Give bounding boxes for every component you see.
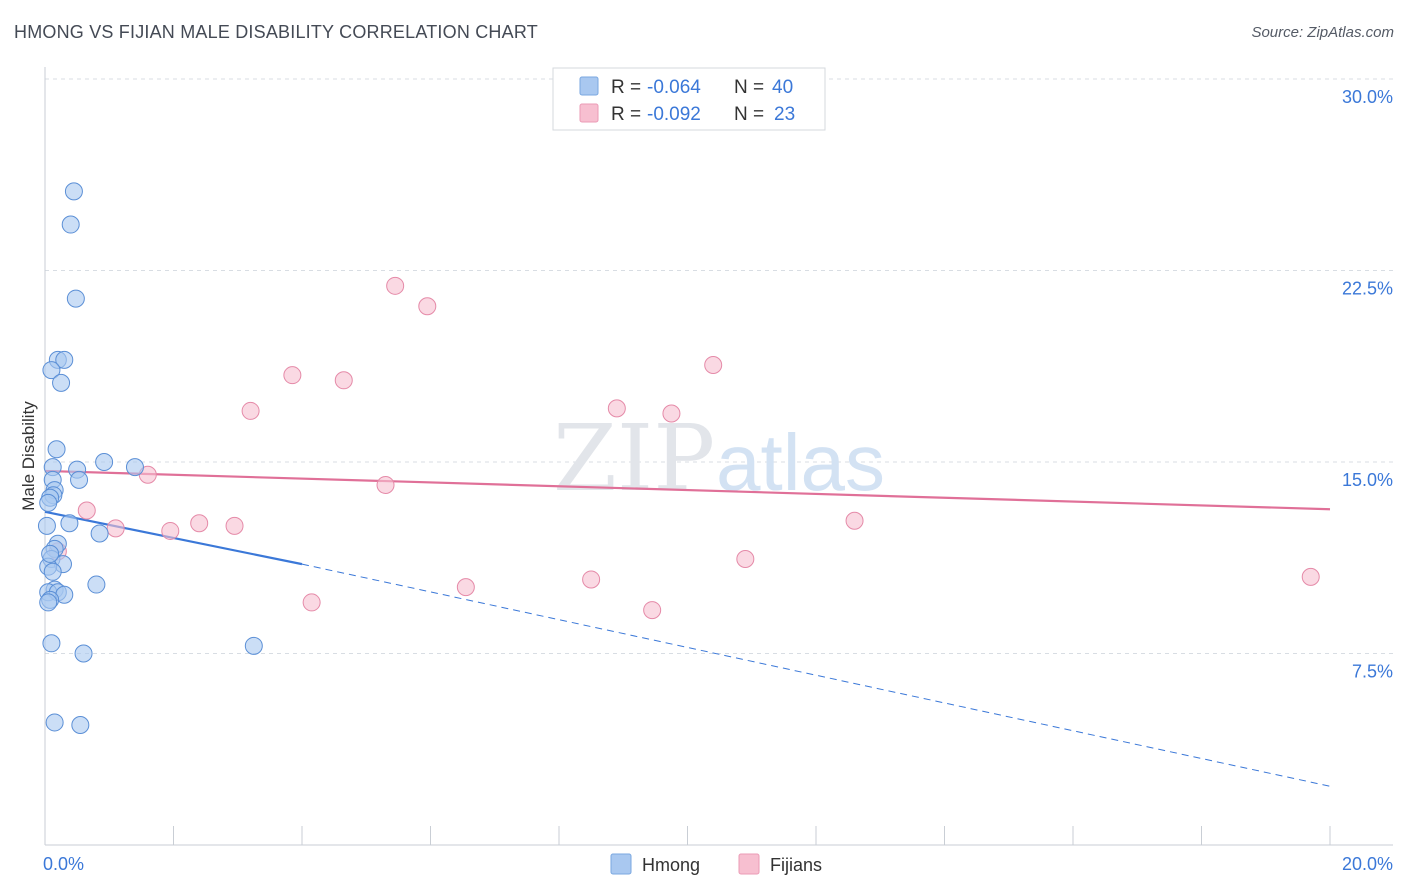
- chart-title: HMONG VS FIJIAN MALE DISABILITY CORRELAT…: [14, 22, 538, 42]
- x-tick-label: 0.0%: [43, 854, 84, 874]
- legend-n-label-hmong: N =: [734, 77, 764, 98]
- data-point-fijians: [376, 475, 395, 494]
- data-point-hmong: [45, 713, 64, 732]
- data-point-hmong: [60, 514, 79, 533]
- data-point-hmong: [42, 634, 61, 653]
- legend-n-value-fijians: 23: [774, 104, 795, 125]
- data-point-fijians: [582, 570, 601, 589]
- data-point-fijians: [190, 514, 209, 533]
- legend-stats: R = -0.064 N = 40 R = -0.092 N = 23: [552, 67, 826, 131]
- legend-bottom-label-hmong: Hmong: [642, 855, 700, 875]
- data-point-hmong: [43, 562, 62, 581]
- data-point-fijians: [736, 550, 755, 569]
- legend-series: Hmong Fijians: [610, 853, 822, 875]
- y-axis-label: Male Disability: [19, 401, 38, 511]
- data-point-fijians: [225, 516, 244, 535]
- data-point-fijians: [386, 276, 405, 295]
- y-tick-label: 22.5%: [1342, 279, 1393, 299]
- data-point-fijians: [662, 404, 681, 423]
- legend-bottom-swatch-fijians: [738, 853, 760, 875]
- data-point-fijians: [302, 593, 321, 612]
- data-point-fijians: [456, 578, 475, 597]
- data-point-fijians: [607, 399, 626, 418]
- data-point-hmong: [244, 636, 263, 655]
- trend-line-fijians: [44, 469, 1331, 511]
- data-point-hmong: [55, 350, 74, 369]
- data-point-hmong: [71, 715, 90, 734]
- watermark: ZIP atlas: [553, 405, 885, 512]
- data-point-hmong: [70, 470, 89, 489]
- watermark-zip: ZIP: [553, 405, 715, 512]
- data-point-fijians: [241, 401, 260, 420]
- data-point-fijians: [77, 501, 96, 520]
- legend-bottom-label-fijians: Fijians: [770, 855, 822, 875]
- data-point-fijians: [106, 519, 125, 538]
- legend-r-label-hmong: R =: [611, 77, 641, 98]
- data-point-hmong: [64, 182, 83, 201]
- data-point-fijians: [334, 371, 353, 390]
- y-tick-label: 7.5%: [1352, 662, 1393, 682]
- data-point-hmong: [125, 458, 144, 477]
- data-point-hmong: [39, 593, 58, 612]
- data-point-hmong: [87, 575, 106, 594]
- legend-n-label-fijians: N =: [734, 104, 764, 125]
- axes: [44, 67, 1393, 846]
- data-point-hmong: [66, 289, 85, 308]
- data-point-fijians: [418, 297, 437, 316]
- data-point-fijians: [283, 366, 302, 385]
- legend-r-value-hmong: -0.064: [647, 77, 701, 98]
- legend-r-value-fijians: -0.092: [647, 104, 701, 125]
- data-point-hmong: [74, 644, 93, 663]
- data-point-hmong: [52, 373, 71, 392]
- legend-r-label-fijians: R =: [611, 104, 641, 125]
- data-point-hmong: [42, 361, 61, 380]
- data-point-hmong: [41, 544, 60, 563]
- trend-line-hmong-extended: [301, 563, 1331, 787]
- legend-swatch-fijians: [579, 103, 599, 123]
- data-point-hmong: [37, 516, 56, 535]
- data-point-fijians: [161, 521, 180, 540]
- tick-labels: 7.5% 15.0% 22.5% 30.0% 0.0% 20.0%: [43, 87, 1393, 874]
- legend-swatch-hmong: [579, 76, 599, 96]
- legend-n-value-hmong: 40: [772, 77, 793, 98]
- data-points: [37, 182, 1320, 734]
- data-point-hmong: [61, 215, 80, 234]
- data-point-hmong: [95, 453, 114, 471]
- data-point-hmong: [90, 524, 109, 543]
- data-point-fijians: [643, 601, 662, 620]
- data-point-hmong: [47, 440, 66, 459]
- x-tick-label: 20.0%: [1342, 854, 1393, 874]
- data-point-hmong: [39, 493, 58, 512]
- y-tick-label: 30.0%: [1342, 87, 1393, 107]
- data-point-fijians: [845, 511, 864, 530]
- legend-bottom-swatch-hmong: [610, 853, 632, 875]
- data-point-fijians: [704, 355, 723, 374]
- data-point-fijians: [1301, 567, 1320, 586]
- y-tick-label: 15.0%: [1342, 470, 1393, 490]
- grid-lines: [45, 78, 1393, 654]
- source-label: Source: ZipAtlas.com: [1251, 24, 1394, 41]
